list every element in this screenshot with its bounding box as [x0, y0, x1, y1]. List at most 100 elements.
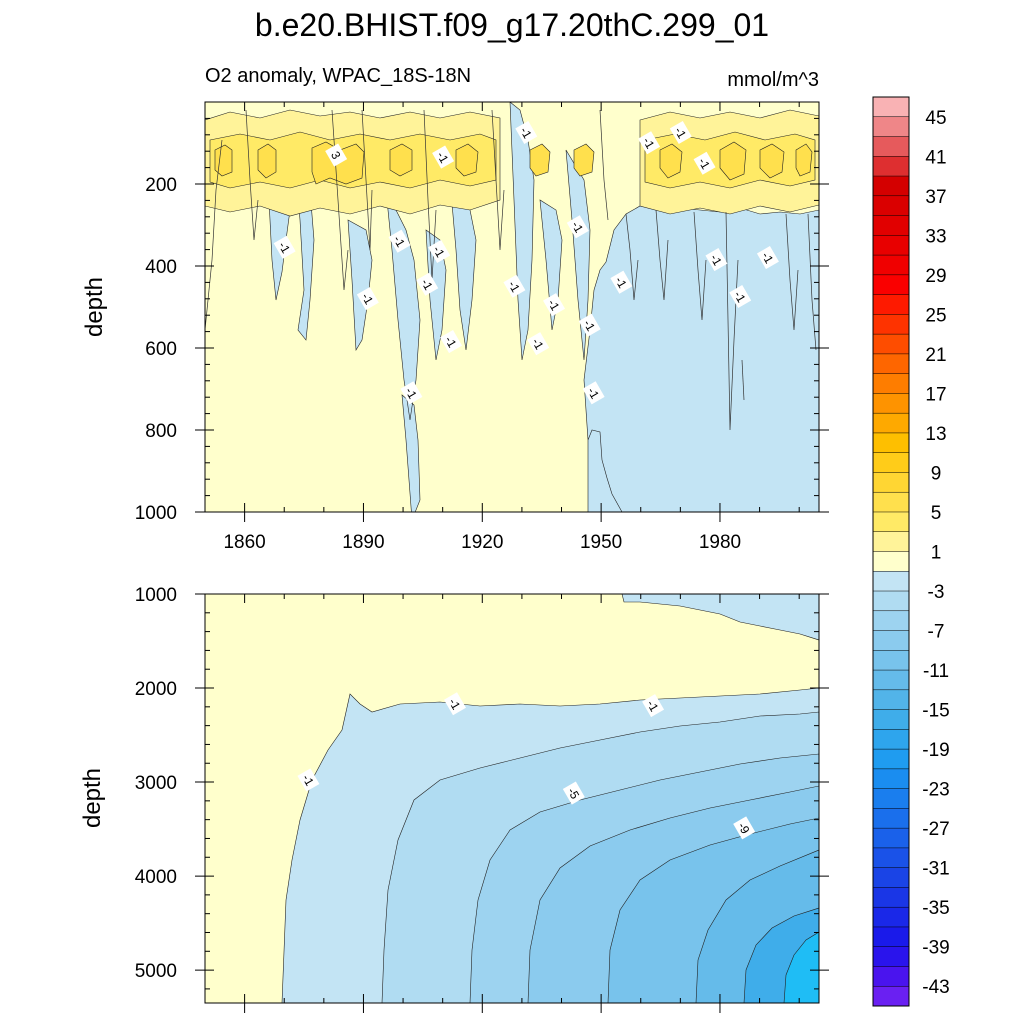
colorbar-swatch — [873, 116, 909, 137]
chart-title: b.e20.BHIST.f09_g17.20thC.299_01 — [255, 7, 769, 43]
upper-axes: 1860 1890 1920 1950 1980 200 400 600 800 1000 — [135, 102, 829, 553]
colorbar-swatch — [873, 432, 909, 453]
colorbar-swatch — [873, 413, 909, 434]
contour-label-box — [325, 143, 348, 167]
colorbar-tick-label: 21 — [925, 345, 946, 366]
x-tick-label: 1890 — [342, 532, 384, 553]
lower-axes: 1000 2000 3000 4000 5000 — [135, 585, 829, 1013]
lower-frame — [204, 593, 820, 1004]
colorbar-swatch — [873, 136, 909, 157]
contour-label-box — [527, 332, 550, 356]
colorbar-tick-label: 9 — [931, 463, 942, 484]
colorbar-swatch — [873, 986, 909, 1007]
lower-contour-labels: -1 -1 -1 -5 -9 — [297, 692, 756, 840]
contour-label-box — [610, 270, 633, 294]
contour-label-box — [578, 313, 601, 337]
contour-label: -9 — [733, 816, 756, 840]
contour-label: -1 — [428, 239, 451, 263]
x-tick-label: 1920 — [461, 532, 503, 553]
lower-panel: -1 -1 -1 -5 -9 1000 2000 3000 4000 5000 depth — [79, 585, 829, 1013]
contour-label-box — [388, 229, 411, 253]
colorbar-tick-label: -39 — [922, 938, 949, 959]
contour-label: -1 — [582, 381, 605, 405]
upper-panel: -13 -1-1-1-1-1-1-1-1-1-1-1-1-1-1-1-1-1-1-… — [81, 101, 829, 553]
colorbar-swatch — [873, 492, 909, 513]
units-label: mmol/m^3 — [727, 69, 819, 91]
colorbar-swatch — [873, 610, 909, 631]
colorbar-swatch — [873, 630, 909, 651]
colorbar-tick-label: 25 — [925, 305, 946, 326]
colorbar-swatch — [873, 926, 909, 948]
colorbar-swatch — [873, 867, 909, 888]
contour-label: -1 — [756, 246, 779, 270]
x-tick-label: 1950 — [580, 532, 622, 553]
colorbar-swatch — [873, 571, 909, 592]
y-tick-label: 1000 — [135, 503, 177, 524]
colorbar-swatch — [873, 808, 909, 829]
contour-label: -5 — [562, 781, 585, 805]
colorbar-swatch — [873, 235, 909, 256]
contour-label-box — [416, 272, 439, 296]
contour-label: -1 — [705, 248, 728, 272]
colorbar-tick-label: -35 — [922, 898, 949, 919]
contour-label-box — [729, 284, 752, 309]
y-tick-label: 4000 — [135, 867, 177, 888]
colorbar-swatch — [873, 591, 909, 612]
colorbar-swatch — [873, 314, 909, 335]
contour-label-box — [356, 287, 379, 311]
colorbar-swatch — [873, 551, 909, 572]
colorbar-swatch — [873, 788, 909, 809]
contour-label: -1 — [693, 151, 716, 175]
contour-label-box — [432, 145, 455, 169]
contour-label-box — [428, 239, 451, 263]
contour-label: -1 — [527, 332, 550, 356]
colorbar-tick-label: -27 — [922, 819, 949, 840]
colorbar-frame — [872, 96, 910, 1007]
left-subtitle: O2 anomaly, WPAC_18S-18N — [205, 65, 471, 87]
colorbar-swatch — [873, 274, 909, 295]
colorbar-tick-label: 29 — [925, 266, 946, 287]
positive-band-3 — [214, 141, 813, 185]
contour-label: -1 — [729, 284, 752, 309]
contour-label-box — [543, 293, 566, 317]
contour-label-box — [503, 274, 526, 298]
contour-label-box — [443, 692, 466, 716]
contour-label: -1 — [416, 272, 439, 296]
contour-label: -1 — [273, 235, 296, 259]
contour-label-box — [400, 381, 423, 405]
colorbar-swatch — [873, 907, 909, 928]
colorbar-tick-label: 33 — [925, 226, 946, 247]
contour-label-box — [566, 215, 589, 239]
x-tick-label: 1980 — [699, 532, 741, 553]
y-tick-label: 3000 — [135, 773, 177, 794]
contour-label: 3 — [325, 143, 348, 167]
contour-label: -1 — [578, 313, 601, 337]
colorbar-tick-label: 1 — [931, 543, 942, 564]
contour-label-box — [273, 235, 296, 259]
contour-label: -1 — [443, 692, 466, 716]
contour-label: -1 — [432, 145, 455, 169]
contour-label: -1 — [297, 768, 320, 792]
colorbar-swatch — [873, 511, 909, 533]
contour-label-box — [638, 131, 661, 155]
colorbar-tick-label: 5 — [931, 503, 942, 524]
colorbar-swatch — [873, 156, 909, 177]
colorbar-swatch — [873, 768, 909, 789]
colorbar-tick-label: 41 — [925, 147, 946, 168]
colorbar: 45 41 37 33 29 25 21 17 13 9 5 1 -3 -7 -11 -15 -19 -23 -27… — [872, 96, 950, 1007]
contour-label: -1 — [400, 381, 423, 405]
colorbar-tick-label: 17 — [925, 384, 946, 405]
colorbar-swatch — [873, 393, 909, 414]
contour-label: -1 — [566, 215, 589, 239]
contour-label: -1 — [669, 120, 692, 145]
colorbar-swatch — [873, 472, 909, 493]
colorbar-tick-label: -43 — [922, 977, 949, 998]
contour-label: -1 — [642, 694, 665, 718]
contour-label: -1 — [440, 330, 463, 354]
colorbar-swatch — [873, 294, 909, 315]
y-tick-label: 2000 — [135, 679, 177, 700]
colorbar-swatch — [873, 709, 909, 730]
colorbar-swatch — [873, 531, 909, 552]
colorbar-tick-label: 45 — [925, 108, 946, 129]
